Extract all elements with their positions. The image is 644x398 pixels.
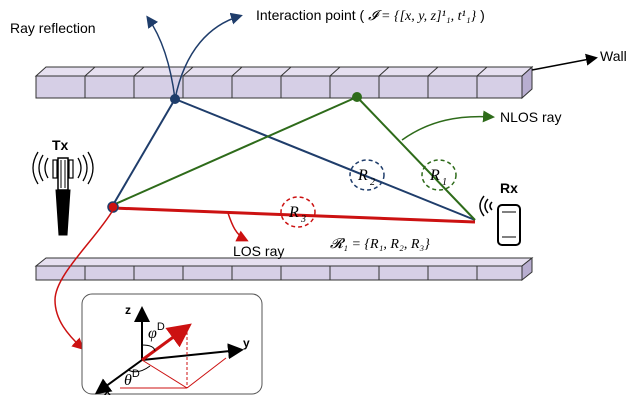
los-ray-label: LOS ray <box>233 243 284 259</box>
zoom-inset <box>81 293 263 395</box>
zoom-arrow <box>54 209 114 351</box>
ray-reflection-arrow <box>146 15 176 100</box>
ray-reflection-label: Ray reflection <box>10 20 96 36</box>
interaction-point-arrow <box>174 12 243 100</box>
svg-text:3: 3 <box>300 214 306 225</box>
ray-R2-path <box>112 98 476 221</box>
tx-point <box>107 201 119 213</box>
rx-label: Rx <box>500 180 518 196</box>
theta-label: θD <box>124 368 140 389</box>
svg-text:R: R <box>288 204 299 221</box>
tx-label: Tx <box>52 137 69 153</box>
interaction-point-green <box>352 92 362 102</box>
wall-label: Wall <box>600 48 627 64</box>
nlos-ray-label: NLOS ray <box>500 109 561 125</box>
top-wall <box>34 65 534 100</box>
nlos-ray-arrow <box>401 110 495 141</box>
axis-z-label: z <box>125 303 131 317</box>
ray-R3-los-path <box>112 206 476 224</box>
wall-arrow <box>531 53 598 71</box>
svg-text:2: 2 <box>370 177 375 188</box>
los-ray-arrow <box>227 212 249 242</box>
svg-text:R: R <box>357 167 368 184</box>
ray-set-label: 𝓡₁ = {R₁, R₂, R₃} <box>330 237 430 252</box>
axis-y-label: y <box>243 336 250 350</box>
tx-antenna-icon <box>32 151 94 236</box>
axis-x-label: x <box>104 384 111 398</box>
rx-phone-icon <box>479 195 521 246</box>
interaction-point-label: Interaction point ( 𝓘 = {[x, y, z]¹₁, t¹… <box>256 7 485 24</box>
svg-text:1: 1 <box>442 177 447 188</box>
ray-label-R2: R 2 <box>349 159 385 191</box>
svg-text:R: R <box>429 167 440 184</box>
ray-label-R3: R 3 <box>280 196 316 228</box>
bottom-wall <box>34 256 534 282</box>
ray-label-R1: R 1 <box>421 159 457 191</box>
ray-R1-path <box>112 96 476 221</box>
phi-label: φD <box>148 321 165 342</box>
